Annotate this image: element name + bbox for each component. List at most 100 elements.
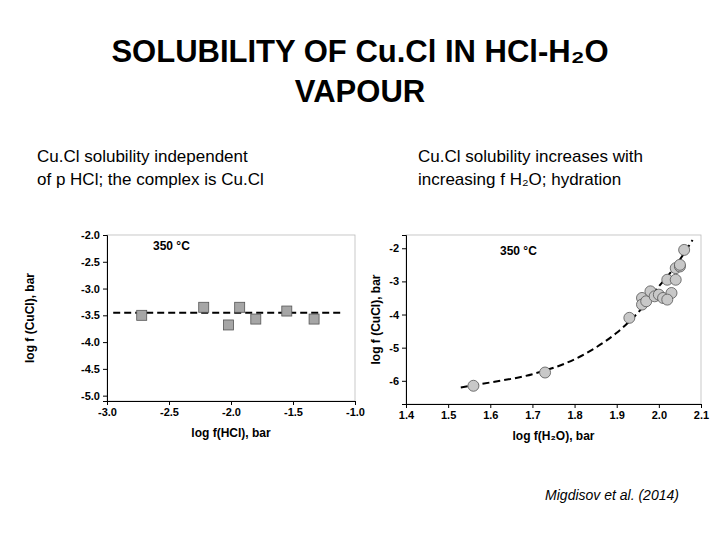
axis-line [108,402,356,406]
tick: -5 [389,342,406,354]
tick-label: -4.0 [81,336,100,348]
chart: Cu.Cl solubility increases withincreasin… [369,147,709,443]
tick: 2.1 [694,404,709,421]
tick: 2.0 [652,404,667,421]
tick-mark [103,289,107,290]
tick-label: -3 [389,275,399,287]
tick-label: -2.5 [81,256,100,268]
tick: 1.4 [399,404,415,421]
tick-label: -3.0 [81,283,100,295]
tick-label: -2.5 [160,406,179,418]
tick-mark [103,235,107,236]
data-point [224,320,234,330]
axis-line [402,236,407,405]
data-point [251,314,261,324]
chart-caption-line: increasing f H₂O; hydration [418,170,621,189]
citation: Migdisov et al. (2014) [545,487,679,503]
chart-caption: Cu.Cl solubility increases withincreasin… [418,147,643,189]
tick-mark [103,315,107,316]
plot-area [461,240,693,391]
tick-mark [402,281,406,282]
axis-line [407,405,702,409]
tick-label: 1.8 [567,409,582,421]
tick-label: -5 [389,342,399,354]
plot-frame [107,235,355,401]
data-point [679,244,690,255]
y-axis: -2.0 -2.5 -3.0 -3.5 -4.0 -4.5 -5.0 [81,229,107,402]
chart-caption-line: of p HCl; the complex is Cu.Cl [37,170,264,189]
tick-mark [490,404,491,408]
tick-label: -5.0 [81,390,100,402]
tick-label: 1.5 [441,409,456,421]
tick: 1.6 [483,404,498,421]
tick-mark [402,381,406,382]
tick: -2.5 [81,256,107,268]
fit-line [461,240,693,387]
y-axis: -2 -3 -4 -5 -6 [389,236,406,405]
tick: 1.5 [441,404,456,421]
tick: -6 [389,375,406,387]
data-point [624,312,635,323]
data-point [540,367,551,378]
x-axis: -3.0 -2.5 -2.0 -1.5 -1.0 [98,401,365,418]
tick: -4 [389,309,406,321]
tick-label: -3.5 [81,309,100,321]
tick-mark [448,404,449,408]
data-point [674,259,685,270]
tick-label: 2.0 [652,409,667,421]
data-point [235,302,245,312]
tick: 1.8 [567,404,582,421]
tick-mark [659,404,660,408]
tick-label: 2.1 [694,409,709,421]
tick-label: 1.9 [610,409,625,421]
tick-mark [532,404,533,408]
tick-label: -2.0 [222,406,241,418]
data-point [670,274,681,285]
tick-mark [402,315,406,316]
tick-mark [169,401,170,405]
y-axis-title: log f (CuCl), bar [369,274,383,364]
tick-mark [103,342,107,343]
tick-label: -2 [389,242,399,254]
tick: 1.9 [610,404,625,421]
x-axis-title: log f(H₂O), bar [513,429,595,443]
slide-title-line: VAPOUR [295,74,425,109]
tick: -2.5 [160,401,179,418]
tick: -2.0 [222,401,241,418]
tick-label: -1.5 [284,406,303,418]
slide-title: SOLUBILITY OF Cu.Cl IN HCl-H₂O VAPOUR [111,34,608,109]
tick-mark [355,401,356,405]
tick-label: 1.7 [525,409,540,421]
tick-mark [402,348,406,349]
tick: -4.0 [81,336,107,348]
x-axis: 1.4 1.5 1.6 1.7 1.8 1.9 2.0 2.1 [399,404,709,421]
tick: -2 [389,242,406,254]
tick: -1.0 [346,401,365,418]
axis-line [103,236,108,402]
tick-label: -6 [389,375,399,387]
tick: -4.5 [81,363,107,375]
tick-label: 1.6 [483,409,498,421]
tick: -3.0 [98,401,117,418]
chart: Cu.Cl solubility independent of p HCl; th… [23,147,365,440]
slide-title-line: SOLUBILITY OF Cu.Cl IN HCl-H₂O [111,34,608,69]
tick: -1.5 [284,401,303,418]
tick-mark [231,401,232,405]
tick-mark [402,248,406,249]
chart-caption-line: Cu.Cl solubility independent [37,147,248,166]
x-axis-title: log f(HCl), bar [191,426,271,440]
data-point [137,310,147,320]
tick-mark [701,404,702,408]
tick: -3 [389,275,406,287]
tick-label: -4.5 [81,363,100,375]
plot-area [113,302,342,330]
tick-mark [103,262,107,263]
tick-label: 1.4 [399,409,415,421]
slide: SOLUBILITY OF Cu.Cl IN HCl-H₂O VAPOUR Migd… [0,0,720,540]
tick-mark [103,369,107,370]
tick-label: -1.0 [346,406,365,418]
tick-label: -2.0 [81,229,100,241]
tick-label: -4 [389,309,400,321]
tick-mark [103,396,107,397]
tick: -3.5 [81,309,107,321]
